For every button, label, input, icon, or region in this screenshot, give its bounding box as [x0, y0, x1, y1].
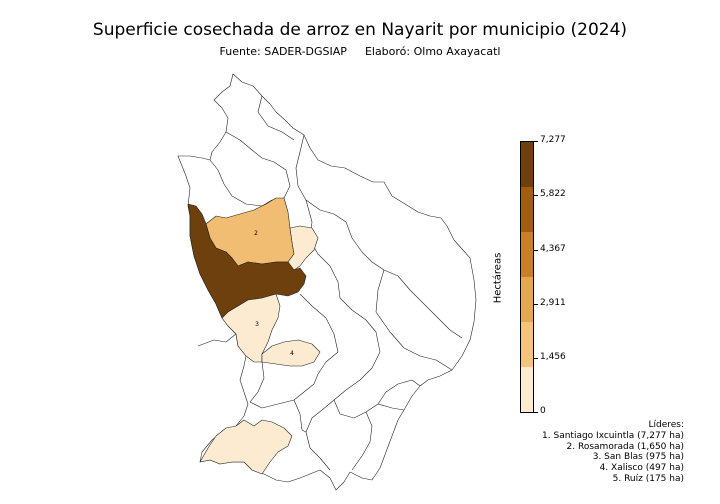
municipality-san-blas[interactable] — [221, 293, 281, 363]
leaders-legend: Líderes: 1. Santiago Ixcuintla (7,277 ha… — [542, 420, 684, 485]
label-rank-2: 2 — [254, 230, 258, 237]
colorbar-tick — [534, 250, 538, 251]
colorbar-tick-label: 7,277 — [540, 135, 566, 145]
colorbar-tick — [534, 358, 538, 359]
municipal-boundary-jala — [377, 379, 421, 405]
colorbar-tick — [534, 141, 538, 142]
author-text: Elaboró: Olmo Axayacatl — [364, 45, 501, 58]
municipality-ruiz[interactable] — [287, 225, 319, 271]
colorbar-axis-label: Hectáreas — [492, 252, 504, 304]
leader-item: 3. San Blas (975 ha) — [592, 452, 684, 463]
municipality-santiago-ixcuintla[interactable] — [187, 203, 307, 319]
municipal-boundary-tepic — [299, 293, 339, 375]
colorbar-tick-label: 2,911 — [540, 298, 566, 308]
municipal-boundary-acaponeta — [209, 159, 285, 207]
colorbar-tick-label: 5,822 — [540, 189, 566, 199]
label-rank-3: 3 — [255, 321, 259, 328]
colorbar — [520, 141, 534, 413]
municipal-boundary-tuxpan — [305, 199, 341, 299]
colorbar-tick — [534, 412, 538, 413]
leaders-title: Líderes: — [648, 420, 684, 430]
municipal-boundary-north — [225, 131, 291, 199]
municipal-boundary-delnayar — [295, 134, 463, 339]
map-title: Superficie cosechada de arroz en Nayarit… — [92, 20, 628, 40]
municipal-boundary-santamaria — [339, 297, 381, 381]
municipality-xalisco[interactable] — [261, 339, 321, 367]
colorbar-tick-label: 0 — [540, 406, 546, 416]
municipality-bahia-de-banderas[interactable] — [199, 419, 293, 475]
colorbar-tick-label: 1,456 — [540, 352, 566, 362]
municipal-boundary-islas — [197, 333, 237, 347]
colorbar-tick-label: 4,367 — [540, 244, 566, 254]
source-text: Fuente: SADER-DGSIAP — [219, 45, 347, 58]
leader-item: 1. Santiago Ixcuintla (7,277 ha) — [542, 430, 684, 441]
label-rank-4: 4 — [290, 350, 294, 357]
municipal-boundary-amatlan — [305, 399, 335, 471]
leader-item: 2. Rosamorada (1,650 ha) — [566, 441, 684, 452]
state-outline — [177, 73, 477, 491]
leader-item: 4. Xalisco (497 ha) — [599, 463, 684, 474]
municipal-boundary-compostela — [249, 361, 319, 409]
colorbar-tick — [534, 304, 538, 305]
municipal-boundary-ixtlan — [351, 411, 373, 471]
municipal-boundary-huajicori — [257, 95, 295, 141]
leader-item: 5. Ruíz (175 ha) — [612, 473, 684, 484]
colorbar-tick — [534, 195, 538, 196]
map-subtitle: Fuente: SADER-DGSIAP Elaboró: Olmo Axayac… — [0, 45, 720, 58]
municipal-boundary-sanpedro — [293, 399, 307, 433]
municipal-boundary-ahuacatlan — [333, 379, 405, 419]
municipal-boundary-lajoya — [375, 269, 453, 371]
